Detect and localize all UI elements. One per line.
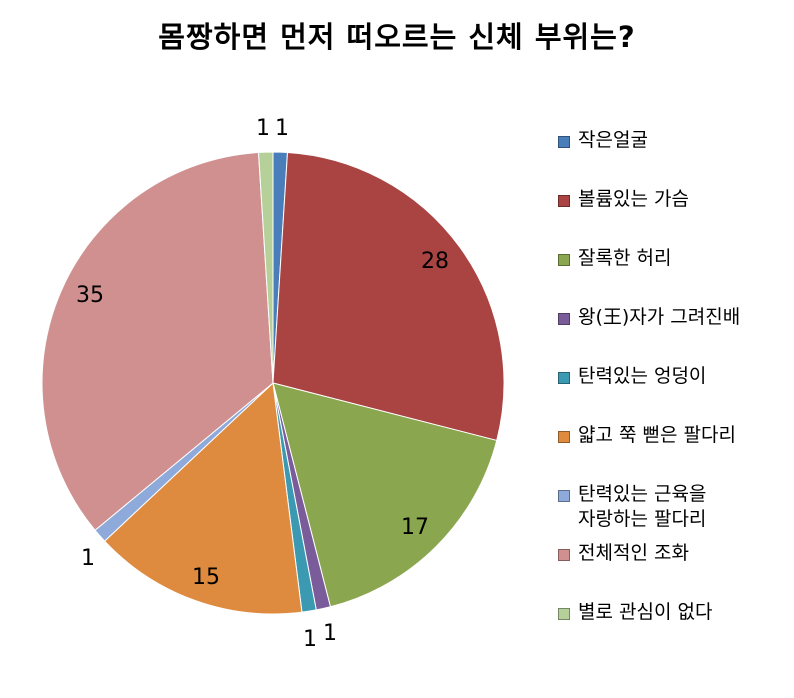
legend-label: 전체적인 조화 — [578, 542, 689, 564]
pie-slice — [41, 151, 274, 531]
legend-swatch — [558, 490, 570, 502]
legend-swatch — [558, 549, 570, 561]
legend-swatch — [558, 254, 570, 266]
legend-label: 왕(王)자가 그려진배 — [578, 306, 741, 328]
legend-swatch — [558, 608, 570, 620]
slice-value-label: 28 — [421, 249, 449, 274]
legend-label: 별로 관심이 없다 — [578, 601, 713, 623]
slice-value-label: 35 — [76, 283, 104, 308]
legend-swatch — [558, 313, 570, 325]
legend-swatch — [558, 431, 570, 443]
slice-value-label: 1 — [256, 116, 270, 141]
legend-label: 탄력있는 엉덩이 — [578, 365, 707, 387]
legend-label: 작은얼굴 — [578, 129, 648, 151]
legend-swatch — [558, 372, 570, 384]
chart-title: 몸짱하면 먼저 떠오르는 신체 부위는? — [158, 20, 636, 54]
pie-slice — [272, 382, 498, 608]
legend-label: 잘록한 허리 — [578, 247, 672, 269]
slice-value-label: 1 — [323, 621, 337, 646]
slice-value-label: 1 — [303, 627, 317, 652]
slice-value-label: 15 — [192, 565, 220, 590]
legend-swatch — [558, 136, 570, 148]
legend-label: 볼륨있는 가슴 — [578, 188, 689, 210]
slice-value-label: 17 — [401, 515, 429, 540]
legend-swatch — [558, 195, 570, 207]
slice-value-label: 1 — [275, 116, 289, 141]
pie-slices — [41, 151, 505, 615]
pie-slice — [272, 151, 505, 442]
pie-slice — [103, 381, 303, 615]
legend-label: 얇고 쭉 뻗은 팔다리 — [578, 424, 736, 446]
pie-slice — [257, 151, 274, 384]
slice-value-label: 1 — [81, 546, 95, 571]
legend-label: 탄력있는 근육을 자랑하는 팔다리 — [578, 483, 707, 530]
